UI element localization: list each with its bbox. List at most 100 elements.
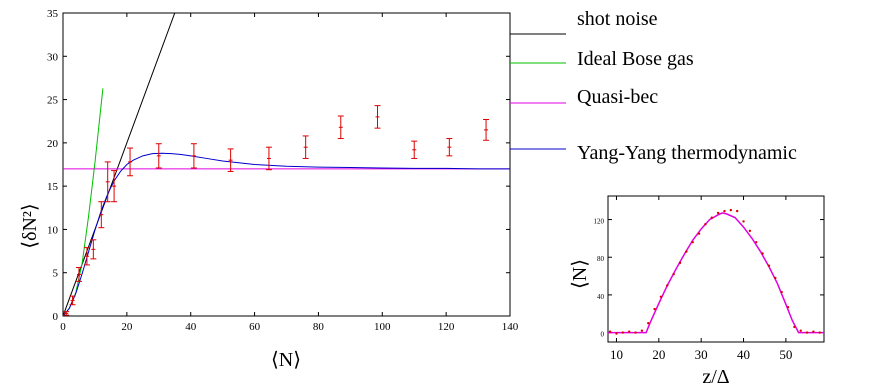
- inset-y-tick-label: 80: [597, 255, 605, 263]
- data-point: [265, 146, 272, 171]
- main-x-tick-label: 100: [374, 321, 391, 333]
- inset-chart: 10 20 30 40 50 0 40 80 120 z/Δ ⟨N⟩: [569, 195, 825, 386]
- data-point: [83, 247, 90, 266]
- inset-x-tick-label: 30: [695, 347, 708, 362]
- main-series: [63, 13, 510, 316]
- inset-data-point: [723, 209, 726, 213]
- series-line-yang-yang-thermodynamic: [63, 152, 510, 316]
- inset-data-point: [666, 284, 669, 287]
- inset-data-point: [627, 330, 631, 333]
- main-x-ticks: 0 20 40 60 80 100 120 140: [60, 13, 519, 333]
- main-x-tick-label: 40: [185, 321, 197, 333]
- data-point: [374, 105, 381, 129]
- series-line-ideal-bose-gas: [63, 88, 104, 316]
- data-point: [69, 295, 76, 306]
- data-point: [302, 135, 309, 159]
- legend-label-shot-noise: shot noise: [577, 8, 658, 30]
- inset-data-point: [780, 290, 783, 294]
- inset-y-tick-label: 40: [597, 293, 605, 301]
- main-x-tick-label: 120: [438, 321, 455, 333]
- inset-y-tick-label: 0: [601, 331, 605, 339]
- inset-data-point: [761, 252, 764, 255]
- data-point: [155, 143, 162, 169]
- inset-data-point: [678, 261, 682, 265]
- inset-data-point: [621, 331, 625, 334]
- main-x-axis-label: ⟨N⟩: [271, 349, 301, 371]
- data-point: [111, 170, 118, 203]
- series-line-profile: [608, 212, 824, 334]
- inset-data-point: [767, 264, 771, 267]
- inset-data-point: [799, 329, 802, 332]
- inset-x-tick-label: 50: [779, 347, 792, 362]
- main-y-tick-label: 25: [47, 95, 59, 107]
- main-y-tick-label: 0: [53, 311, 59, 323]
- inset-data-point: [755, 240, 758, 244]
- inset-data-point: [634, 331, 637, 334]
- data-point: [104, 161, 111, 203]
- data-point: [90, 239, 97, 260]
- data-point: [337, 115, 344, 140]
- inset-data-point: [818, 331, 821, 334]
- data-point: [75, 267, 82, 282]
- inset-plot-frame: [607, 195, 825, 343]
- inset-y-axis-label: ⟨N⟩: [569, 259, 591, 289]
- data-point: [446, 138, 453, 157]
- inset-y-ticks: 0 40 80 120: [594, 218, 824, 339]
- inset-x-axis-label: z/Δ: [702, 366, 729, 386]
- inset-data-point: [735, 209, 739, 213]
- main-y-ticks: 0 5 10 15 20 25 30 35: [47, 8, 510, 323]
- main-y-tick-label: 20: [47, 138, 59, 150]
- inset-data-point: [729, 208, 733, 212]
- inset-data-point: [697, 232, 701, 235]
- legend-label-yang-yang: Yang-Yang thermodynamic: [577, 142, 797, 164]
- data-point: [190, 143, 197, 169]
- inset-data-point: [774, 276, 777, 280]
- inset-data-point: [793, 325, 796, 329]
- main-y-tick-label: 15: [47, 181, 59, 193]
- inset-data-point: [647, 321, 650, 325]
- inset-x-tick-label: 40: [737, 347, 750, 362]
- inset-data-point: [672, 272, 675, 276]
- inset-data-point: [640, 329, 644, 332]
- data-point: [98, 201, 105, 229]
- data-point: [127, 147, 134, 177]
- main-x-tick-label: 60: [249, 321, 261, 333]
- inset-data-point: [786, 305, 790, 309]
- inset-data-point: [608, 330, 612, 333]
- inset-data-point: [716, 211, 720, 215]
- main-x-tick-label: 80: [313, 321, 325, 333]
- main-x-tick-label: 20: [121, 321, 133, 333]
- main-y-tick-label: 35: [47, 8, 59, 20]
- inset-series: [608, 208, 824, 335]
- main-y-axis-label: ⟨δN²⟩: [19, 203, 41, 248]
- inset-data-point: [748, 229, 752, 233]
- inset-data-point: [812, 330, 815, 333]
- main-errorbars: [63, 105, 490, 316]
- inset-data-point: [742, 220, 745, 223]
- inset-data-point: [653, 307, 656, 311]
- data-point: [227, 148, 234, 172]
- inset-data-point: [704, 223, 707, 226]
- main-y-tick-label: 10: [47, 224, 59, 236]
- inset-x-ticks: 10 20 30 40 50: [610, 196, 792, 362]
- data-point: [483, 118, 490, 141]
- main-y-tick-label: 5: [53, 268, 59, 280]
- main-x-tick-label: 0: [60, 321, 66, 333]
- legend-label-ideal-bose-gas: Ideal Bose gas: [577, 48, 694, 70]
- inset-data-point: [615, 332, 618, 335]
- inset-data-point: [710, 216, 713, 219]
- inset-data-point: [691, 240, 694, 244]
- data-point: [63, 311, 70, 316]
- inset-y-tick-label: 120: [594, 218, 605, 226]
- inset-data-point: [659, 295, 663, 298]
- legend-label-quasi-bec: Quasi-bec: [577, 86, 658, 108]
- main-plot-frame: [62, 12, 511, 317]
- data-point: [411, 140, 418, 159]
- main-chart: 0 20 40 60 80 100 120 140 0 5 10 15 20 25 30 35 ⟨N⟩ ⟨δ…: [19, 8, 519, 371]
- inset-x-tick-label: 20: [652, 347, 665, 362]
- inset-x-tick-label: 10: [610, 347, 623, 362]
- inset-data-point: [685, 250, 688, 253]
- inset-data-point: [805, 331, 809, 334]
- series-line-shot-noise: [63, 13, 176, 316]
